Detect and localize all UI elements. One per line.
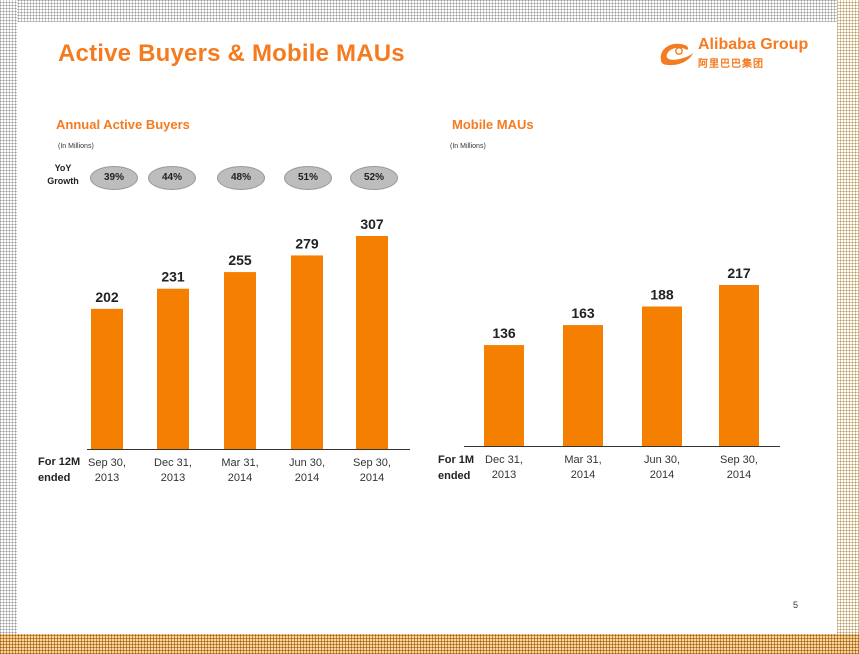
- right-bar: [484, 345, 524, 446]
- left-category-tick-label: 2014: [360, 472, 384, 484]
- yoy-pill: 51%: [284, 166, 332, 190]
- bar-charts: 202 Sep 30, 2013 231 Dec 31, 2013 255 Mar 31, 20…: [87, 216, 780, 484]
- right-bar: [642, 306, 682, 446]
- left-bar-value-label: 231: [161, 269, 185, 285]
- right-category-tick-label: Sep 30,: [720, 454, 758, 466]
- left-bar-value-label: 202: [95, 289, 119, 305]
- right-bar-value-label: 136: [492, 325, 516, 341]
- yoy-pill: 44%: [148, 166, 196, 190]
- right-bar: [563, 325, 603, 446]
- slide: Active Buyers & Mobile MAUs Alibaba Grou…: [17, 22, 837, 634]
- yoy-pill: 48%: [217, 166, 265, 190]
- right-category-tick-label: 2014: [727, 469, 751, 481]
- left-chart-title: Annual Active Buyers: [56, 117, 190, 132]
- left-bar: [157, 288, 189, 449]
- left-bar-value-label: 255: [228, 252, 252, 268]
- left-category-tick-label: Jun 30,: [289, 457, 325, 469]
- left-category-tick-label: 2014: [295, 472, 319, 484]
- left-category-tick-label: Mar 31,: [221, 457, 258, 469]
- logo-wordmark: Alibaba Group: [698, 36, 809, 53]
- right-category-tick-label: Dec 31,: [485, 454, 523, 466]
- left-category-tick-label: 2014: [228, 472, 252, 484]
- right-bar-value-label: 217: [727, 265, 751, 281]
- left-category-tick-label: Sep 30,: [88, 457, 126, 469]
- right-bar: [719, 285, 759, 446]
- left-bar: [291, 255, 323, 449]
- right-bar-value-label: 188: [650, 287, 674, 303]
- yoy-pill: 39%: [90, 166, 138, 190]
- right-category-tick-label: 2013: [492, 469, 516, 481]
- left-bar: [91, 308, 123, 449]
- yoy-growth-label: YoY Growth: [47, 163, 79, 186]
- left-bar: [224, 272, 256, 449]
- right-category-tick-label: Mar 31,: [564, 454, 601, 466]
- left-category-tick-label: Dec 31,: [154, 457, 192, 469]
- right-chart-unit: (In Millions): [450, 143, 486, 150]
- left-period-label: For 12M ended: [38, 456, 81, 484]
- right-chart-title: Mobile MAUs: [452, 117, 534, 132]
- top-border-pattern: [0, 0, 859, 22]
- right-category-tick-label: 2014: [571, 469, 595, 481]
- left-border-pattern: [0, 0, 17, 654]
- alibaba-logo: Alibaba Group 阿里巴巴集团: [657, 34, 827, 74]
- right-bar-value-label: 163: [571, 305, 595, 321]
- left-category-tick-label: Sep 30,: [353, 457, 391, 469]
- left-category-tick-label: 2013: [95, 472, 119, 484]
- left-bar: [356, 236, 388, 449]
- alibaba-smile-icon: [660, 43, 693, 66]
- logo-chinese: 阿里巴巴集团: [698, 59, 764, 70]
- left-bar-value-label: 279: [295, 235, 319, 251]
- left-chart-unit: (In Millions): [58, 143, 94, 150]
- page-number: 5: [793, 600, 799, 610]
- right-border-pattern: [837, 0, 859, 654]
- left-category-tick-label: 2013: [161, 472, 185, 484]
- right-period-label: For 1M ended: [438, 454, 475, 482]
- slide-title: Active Buyers & Mobile MAUs: [58, 40, 405, 67]
- right-category-tick-label: Jun 30,: [644, 454, 680, 466]
- bottom-border-pattern: [0, 634, 859, 654]
- left-bar-value-label: 307: [360, 216, 384, 232]
- yoy-pill: 52%: [350, 166, 398, 190]
- right-category-tick-label: 2014: [650, 469, 674, 481]
